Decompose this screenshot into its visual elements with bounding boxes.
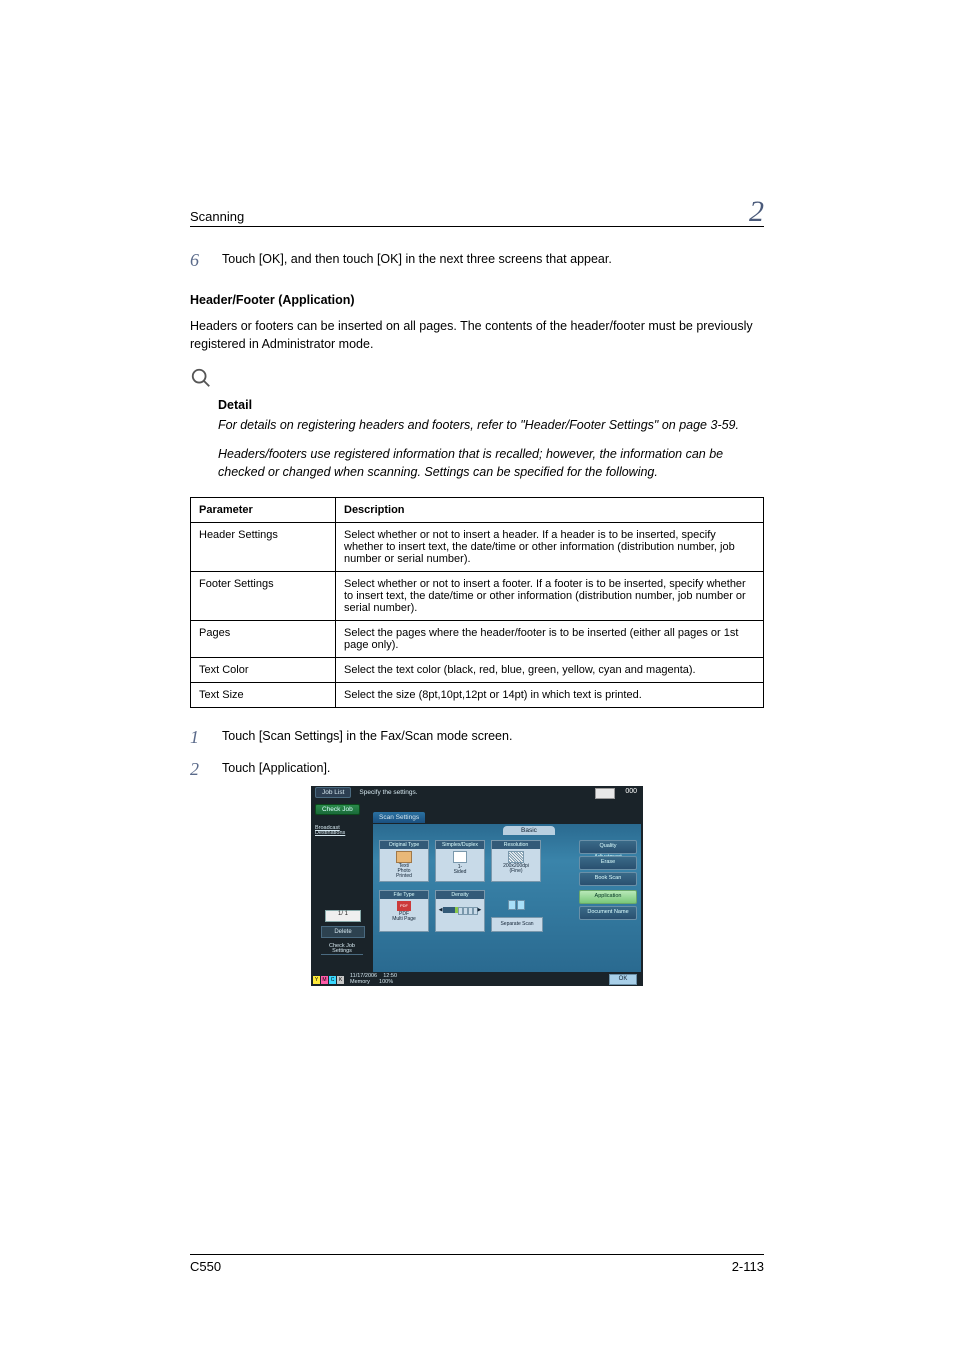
- separate-scan-button[interactable]: Separate Scan: [491, 917, 543, 932]
- detail-block: Detail For details on registering header…: [218, 396, 764, 481]
- table-row: Text SizeSelect the size (8pt,10pt,12pt …: [191, 682, 764, 707]
- intro-paragraph: Headers or footers can be inserted on al…: [190, 317, 764, 353]
- section-heading: Header/Footer (Application): [190, 293, 764, 307]
- table-row: Header SettingsSelect whether or not to …: [191, 522, 764, 571]
- ok-button[interactable]: OK: [609, 974, 637, 985]
- chapter-number: 2: [749, 200, 764, 224]
- bottom-bar: Y M C K 11/17/2006 12:50 Memory 100% OK: [311, 974, 643, 986]
- printer-touchscreen-screenshot: Job List Specify the settings. 000 Check…: [311, 786, 643, 986]
- th-parameter: Parameter: [191, 497, 336, 522]
- step-number: 1: [190, 728, 222, 746]
- simplex-duplex-tile[interactable]: Simplex/Duplex 1- Sided: [435, 840, 485, 882]
- page-indicator: 1/ 1: [325, 910, 361, 922]
- step-text: Touch [Application].: [222, 760, 330, 778]
- table-row: Text ColorSelect the text color (black, …: [191, 657, 764, 682]
- main-panel: Basic Original Type Text/ Photo Printed …: [373, 824, 641, 972]
- magnifier-icon: [190, 365, 764, 396]
- page-header: Scanning 2: [190, 200, 764, 227]
- density-bar: ◀ ▶: [436, 907, 484, 915]
- check-job-settings-button[interactable]: Check Job Settings: [321, 944, 363, 955]
- detail-p2: Headers/footers use registered informati…: [218, 447, 723, 479]
- step-6: 6 Touch [OK], and then touch [OK] in the…: [190, 251, 764, 269]
- page-footer: C550 2-113: [190, 1254, 764, 1274]
- step-1: 1 Touch [Scan Settings] in the Fax/Scan …: [190, 728, 764, 746]
- step-number: 2: [190, 760, 222, 778]
- detail-label: Detail: [218, 396, 764, 414]
- step-text: Touch [Scan Settings] in the Fax/Scan mo…: [222, 728, 512, 746]
- th-description: Description: [336, 497, 764, 522]
- step-number: 6: [190, 251, 222, 269]
- file-type-tile[interactable]: File Type PDF PDF Multi Page: [379, 890, 429, 932]
- instruction-text: Specify the settings.: [359, 789, 417, 796]
- document-name-button[interactable]: Document Name: [579, 906, 637, 920]
- resolution-icon: [508, 851, 524, 863]
- density-tile[interactable]: Density ◀ ▶: [435, 890, 485, 932]
- parameter-table: Parameter Description Header SettingsSel…: [190, 497, 764, 708]
- delete-button[interactable]: Delete: [321, 926, 365, 938]
- quality-adjustment-button[interactable]: Quality Adjustment: [579, 840, 637, 854]
- datetime-info: 11/17/2006 12:50 Memory 100%: [350, 974, 397, 985]
- step-2: 2 Touch [Application].: [190, 760, 764, 778]
- book-scan-button[interactable]: Book Scan: [579, 872, 637, 886]
- original-type-icon: [396, 851, 412, 863]
- scan-settings-tab[interactable]: Scan Settings: [373, 812, 425, 823]
- memory-icon: [595, 788, 615, 799]
- section-title: Scanning: [190, 209, 244, 224]
- broadcast-label: Broadcast Destinations: [315, 826, 345, 837]
- counter: 000: [625, 788, 637, 795]
- basic-tab[interactable]: Basic: [503, 826, 555, 835]
- original-type-tile[interactable]: Original Type Text/ Photo Printed: [379, 840, 429, 882]
- model-label: C550: [190, 1259, 221, 1274]
- table-row: PagesSelect the pages where the header/f…: [191, 620, 764, 657]
- step-text: Touch [OK], and then touch [OK] in the n…: [222, 251, 612, 269]
- separate-scan-icon: [491, 900, 541, 910]
- resolution-tile[interactable]: Resolution 200x200dpi (Fine): [491, 840, 541, 882]
- page-number: 2-113: [732, 1259, 764, 1274]
- detail-p1: For details on registering headers and f…: [218, 418, 739, 432]
- simplex-icon: [453, 851, 467, 863]
- pdf-icon: PDF: [397, 901, 411, 911]
- application-button[interactable]: Application: [579, 890, 637, 904]
- erase-button[interactable]: Erase: [579, 856, 637, 870]
- job-list-button[interactable]: Job List: [315, 787, 351, 798]
- separate-scan-area: [491, 900, 541, 912]
- toner-indicators: Y M C K: [313, 976, 344, 984]
- table-row: Footer SettingsSelect whether or not to …: [191, 571, 764, 620]
- check-job-button[interactable]: Check Job: [315, 804, 360, 815]
